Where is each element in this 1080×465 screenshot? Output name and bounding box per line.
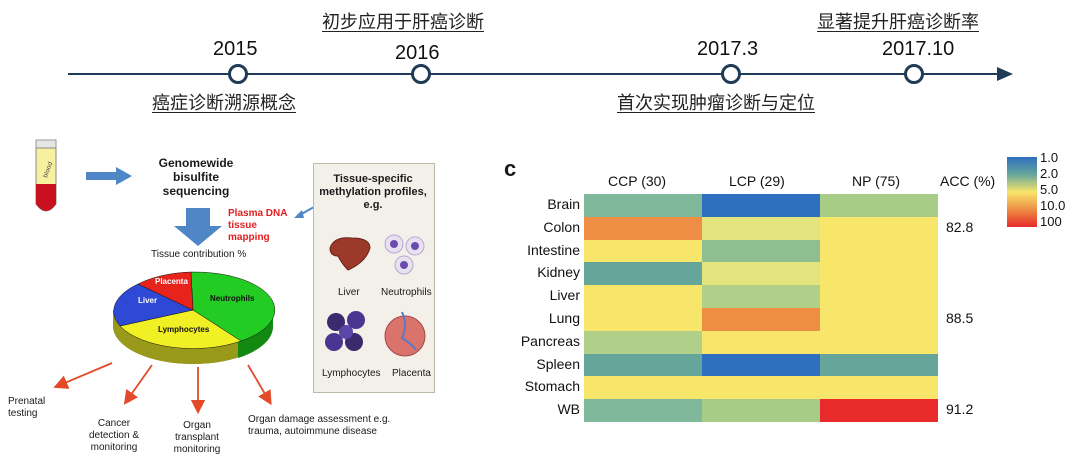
- down-arrow-icon: [174, 208, 222, 246]
- heatmap-row-label: WB: [557, 401, 580, 418]
- heatmap-cell: [820, 285, 938, 309]
- heatmap-row-label: Spleen: [536, 355, 580, 372]
- timeline-event: 癌症诊断溯源概念: [152, 93, 296, 114]
- heatmap-cell: [702, 285, 820, 309]
- heatmap-row-label: Stomach: [524, 378, 580, 395]
- timeline-node-2017-3: [721, 64, 741, 84]
- tissue-pie-chart: Placenta Liver Neutrophils Lymphocytes: [113, 271, 276, 364]
- timeline-event: 显著提升肝癌诊断率: [817, 12, 979, 33]
- heatmap-cell: [584, 376, 702, 400]
- heatmap-cell: [702, 353, 820, 377]
- heatmap-cell: [702, 330, 820, 355]
- placenta-label: Placenta: [392, 368, 431, 379]
- heatmap-acc-value: 91.2: [946, 401, 974, 418]
- heatmap-cell: [702, 399, 820, 423]
- application-transplant: Organ transplant monitoring: [173, 420, 221, 455]
- heatmap-cell: [584, 399, 702, 423]
- placenta-icon: [384, 311, 426, 357]
- application-prenatal: Prenatal testing: [8, 396, 46, 419]
- lymphocytes-icon: [325, 311, 365, 351]
- heatmap-cell: [584, 285, 702, 309]
- column-header: NP (75): [852, 173, 900, 189]
- pie-label-lymphocytes: Lymphocytes: [158, 325, 210, 334]
- heatmap-cell: [820, 262, 938, 286]
- heatmap-cell: [702, 308, 820, 332]
- heatmap-cell: [702, 239, 820, 263]
- liver-icon: [329, 237, 371, 271]
- heatmap-cell: [584, 308, 702, 332]
- timeline-axis: [68, 73, 998, 75]
- lymphocytes-label: Lymphocytes: [322, 368, 381, 379]
- timeline-event: 首次实现肿瘤诊断与定位: [617, 93, 815, 114]
- heatmap-cell: [584, 216, 702, 241]
- panel-letter: c: [504, 156, 517, 181]
- application-organ-damage: Organ damage assessment e.g. trauma, aut…: [248, 414, 391, 437]
- heatmap-cell: [702, 376, 820, 400]
- pie-label-neutrophils: Neutrophils: [210, 294, 255, 303]
- column-header: LCP (29): [729, 173, 785, 189]
- liver-label: Liver: [338, 287, 360, 298]
- timeline-year: 2016: [395, 42, 440, 64]
- pie-label-placenta: Placenta: [155, 277, 188, 286]
- application-arrows: [53, 362, 272, 415]
- heatmap-acc-value: 88.5: [946, 310, 974, 326]
- heatmap-row-label: Brain: [547, 196, 580, 212]
- heatmap-cell: [584, 239, 702, 263]
- pie-label-liver: Liver: [138, 296, 157, 305]
- heatmap-cell: [584, 194, 702, 218]
- heatmap-cell: [820, 353, 938, 377]
- timeline-arrow-icon: [997, 67, 1013, 81]
- heatmap-row-label: Pancreas: [520, 332, 580, 349]
- column-header: CCP (30): [608, 173, 667, 189]
- heatmap-cell: [584, 330, 702, 355]
- timeline-year: 2017.10: [882, 38, 955, 60]
- legend-tick: 2.0: [1040, 166, 1059, 181]
- timeline-node-2016: [411, 64, 431, 84]
- profiles-title: Tissue-specific methylation profiles, e.…: [319, 173, 427, 211]
- blood-tube-icon: blood: [35, 139, 57, 212]
- legend-tick: 100: [1040, 214, 1062, 229]
- heatmap-row-label: Lung: [548, 310, 580, 326]
- pie-slice-lymphocytes: [119, 309, 242, 349]
- heatmap-row-label: Kidney: [537, 264, 580, 281]
- timeline-year: 2017.3: [697, 38, 759, 60]
- heatmap-row-label: Colon: [543, 218, 580, 235]
- methylation-profiles-panel: [313, 163, 435, 393]
- heatmap-cell: [820, 216, 938, 241]
- application-cancer: Cancer detection & monitoring: [88, 418, 140, 453]
- heatmap-cell: [702, 194, 820, 218]
- heatmap-cell: [820, 194, 938, 218]
- pie-slice-neutrophils: [190, 271, 276, 342]
- heatmap-row-label: Liver: [549, 287, 580, 304]
- timeline-year: 2015: [213, 38, 258, 60]
- mapping-label: Plasma DNA tissue mapping: [228, 208, 288, 243]
- acc-header: ACC (%): [940, 173, 996, 189]
- legend-tick: 1.0: [1040, 150, 1059, 165]
- flow-arrow-icon: [86, 167, 132, 185]
- heatmap-cell: [584, 262, 702, 286]
- legend-tick: 5.0: [1040, 182, 1059, 197]
- heatmap-cell: [820, 308, 938, 332]
- heatmap-acc-value: 82.8: [946, 218, 974, 235]
- pie-title: Tissue contribution %: [151, 249, 247, 260]
- pie-slice-placenta: [137, 271, 194, 311]
- heatmap-cell: [702, 262, 820, 286]
- legend-tick: 10.0: [1040, 198, 1066, 213]
- pie-slice-liver: [113, 283, 194, 327]
- heatmap-cell: [820, 399, 938, 423]
- sequencing-label: Genomewide bisulfite sequencing: [158, 156, 234, 198]
- timeline-node-2017-10: [904, 64, 924, 84]
- timeline-node-2015: [228, 64, 248, 84]
- color-legend-bar: [1007, 157, 1037, 227]
- heatmap-cell: [820, 330, 938, 355]
- heatmap-cell: [820, 239, 938, 263]
- neutrophils-icon: [384, 234, 425, 275]
- heatmap-cell: [702, 216, 820, 241]
- neutrophils-label: Neutrophils: [381, 287, 432, 298]
- heatmap-row-label: Intestine: [527, 241, 580, 258]
- heatmap-cell: [584, 353, 702, 377]
- heatmap-cell: [820, 376, 938, 400]
- timeline-event: 初步应用于肝癌诊断: [322, 12, 484, 33]
